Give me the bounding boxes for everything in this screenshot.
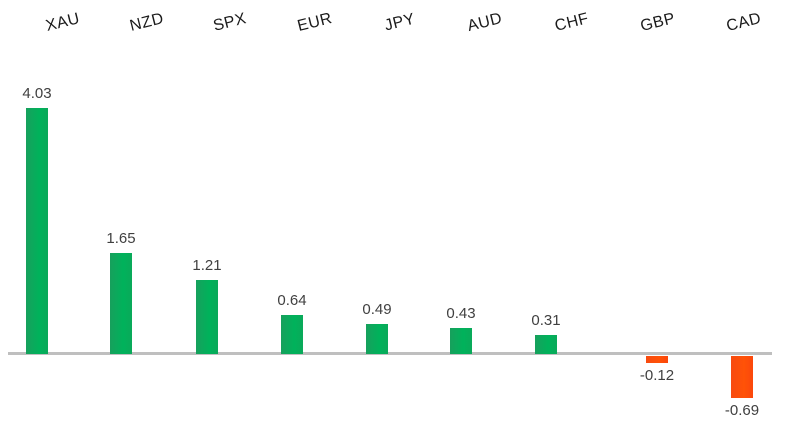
- bar-xau: [26, 108, 48, 354]
- category-label: CAD: [724, 9, 764, 36]
- bar-eur: [281, 315, 303, 354]
- value-label: 0.64: [277, 292, 307, 309]
- bar-gbp: [646, 356, 668, 363]
- bar-jpy: [366, 324, 388, 354]
- x-axis-line: [8, 352, 772, 355]
- bar-nzd: [110, 253, 132, 354]
- category-label: XAU: [44, 10, 82, 35]
- category-label: CHF: [553, 10, 591, 35]
- bar-chf: [535, 335, 557, 354]
- category-label: NZD: [128, 10, 166, 35]
- value-label: 1.21: [192, 257, 222, 274]
- category-label: JPY: [382, 10, 417, 35]
- value-label: 0.43: [446, 305, 476, 322]
- category-label: SPX: [211, 10, 249, 35]
- value-label: 4.03: [22, 85, 52, 102]
- bar-aud: [450, 328, 472, 354]
- category-label: EUR: [295, 9, 335, 36]
- value-label: 1.65: [106, 230, 136, 247]
- category-label: GBP: [638, 9, 678, 36]
- value-label: 0.31: [531, 312, 561, 329]
- bar-spx: [196, 280, 218, 354]
- value-label: 0.49: [362, 301, 392, 318]
- category-label: AUD: [465, 9, 505, 36]
- value-label: -0.69: [724, 402, 760, 419]
- bar-cad: [731, 356, 753, 398]
- value-label: -0.12: [639, 367, 675, 384]
